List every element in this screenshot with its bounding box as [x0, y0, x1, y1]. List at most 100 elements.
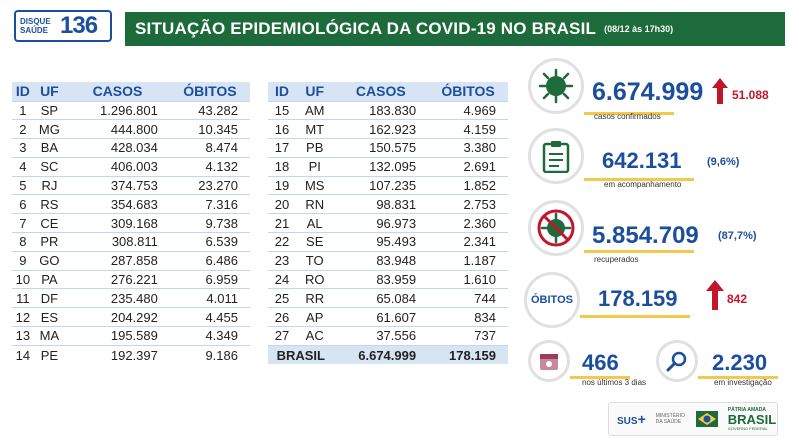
- table-cell: 1: [12, 100, 34, 120]
- table-cell: 95.493: [333, 232, 429, 252]
- brazil-flag-icon: [695, 411, 718, 427]
- up-arrow-icon: [706, 280, 724, 310]
- table-cell: 5: [12, 175, 34, 195]
- table-row: 19 MS 107.235 1.852: [268, 175, 508, 195]
- table-cell: 9: [12, 250, 34, 271]
- table-cell: 9.738: [169, 213, 250, 233]
- last3-value: 466: [582, 350, 619, 375]
- table-row: 9 GO 287.858 6.486: [12, 250, 250, 271]
- table-cell: RN: [295, 194, 334, 214]
- table-cell: 23: [268, 250, 296, 271]
- title-bar: SITUAÇÃO EPIDEMIOLÓGICA DA COVID-19 NO B…: [125, 12, 785, 46]
- table-cell: 195.589: [65, 326, 170, 346]
- table-cell: 428.034: [65, 138, 170, 158]
- table-cell: 162.923: [333, 119, 429, 139]
- table-cell: 4: [12, 156, 34, 177]
- confirmed-icon-circle: [528, 58, 584, 114]
- table-cell: PB: [295, 138, 334, 158]
- table-row: 24 RO 83.959 1.610: [268, 269, 508, 289]
- table-cell: 23.270: [169, 175, 250, 195]
- table-cell: 406.003: [65, 156, 170, 177]
- table-cell: MG: [33, 119, 66, 139]
- table-row: 26 AP 61.607 834: [268, 307, 508, 327]
- deaths-badge: ÓBITOS: [531, 294, 573, 306]
- table-cell: RJ: [33, 175, 66, 195]
- table-cell: PA: [33, 269, 66, 289]
- table-cell: 7.316: [169, 194, 250, 214]
- table-cell: 4.969: [428, 100, 508, 120]
- table-cell: 43.282: [169, 100, 250, 120]
- gov-text: GOVERNO FEDERAL: [727, 426, 768, 431]
- table-cell: RS: [33, 194, 66, 214]
- total-cases: 6.674.999: [333, 344, 429, 365]
- underline-investigation: [698, 376, 778, 379]
- table-cell: 204.292: [65, 307, 170, 327]
- table-row: 13 MA 195.589 4.349: [12, 326, 250, 346]
- table-cell: 287.858: [65, 250, 170, 271]
- update-date: (08/12 às 17h30): [604, 24, 674, 34]
- column-header: UF: [33, 82, 66, 101]
- table-cell: 7: [12, 213, 34, 233]
- table-row: 27 AC 37.556 737: [268, 326, 508, 346]
- table-cell: PE: [33, 344, 66, 365]
- table-cell: 13: [12, 326, 34, 346]
- table-row: 23 TO 83.948 1.187: [268, 250, 508, 271]
- investigation-label: em investigação: [714, 378, 772, 387]
- table-cell: 235.480: [65, 288, 170, 308]
- table-cell: MA: [33, 326, 66, 346]
- confirmed-delta: 51.088: [732, 88, 769, 102]
- table-cell: 276.221: [65, 269, 170, 289]
- last3-label: nos últimos 3 dias: [582, 378, 647, 387]
- underline-recovered: [584, 250, 694, 253]
- table-cell: 309.168: [65, 213, 170, 233]
- table-cell: MS: [295, 175, 334, 195]
- disque-saude-logo: DISQUE SAÚDE 136: [14, 10, 112, 42]
- monitoring-label: em acompanhamento: [604, 180, 682, 189]
- table-cell: SP: [33, 100, 66, 120]
- confirmed-value: 6.674.999: [592, 78, 704, 106]
- table-cell: 14: [12, 344, 34, 365]
- table-row: 25 RR 65.084 744: [268, 288, 508, 308]
- table-row: 11 DF 235.480 4.011: [12, 288, 250, 308]
- table-cell: 4.349: [169, 326, 250, 346]
- virus-icon: [538, 68, 574, 104]
- virus-crossed-icon: [537, 209, 575, 247]
- total-label: BRASIL: [268, 344, 334, 365]
- slogan: PÁTRIA AMADA: [727, 407, 766, 413]
- table-cell: 24: [268, 269, 296, 289]
- table-cell: 16: [268, 119, 296, 139]
- table-cell: 3: [12, 138, 34, 158]
- footer-logos: SUS+ MINISTÉRIO DA SAÚDE PÁTRIA AMADA BR…: [608, 402, 778, 436]
- table-cell: GO: [33, 250, 66, 271]
- states-table-right: ID UF CASOS ÓBITOS 15 AM 183.830 4.969 16 MT 162.…: [268, 82, 508, 365]
- states-table-left: ID UF CASOS ÓBITOS 1 SP 1.296.801 43.282 2 MG 444…: [12, 82, 250, 365]
- table-cell: RO: [295, 269, 334, 289]
- table-cell: 737: [428, 326, 508, 346]
- table-cell: 308.811: [65, 232, 170, 252]
- table-row: 2 MG 444.800 10.345: [12, 119, 250, 139]
- column-header: CASOS: [65, 82, 170, 101]
- underline-deaths: [580, 315, 690, 318]
- table-cell: 2.341: [428, 232, 508, 252]
- table-cell: SE: [295, 232, 334, 252]
- deaths-value: 178.159: [598, 286, 678, 311]
- table-cell: 444.800: [65, 119, 170, 139]
- column-header: ÓBITOS: [428, 82, 508, 101]
- recovered-icon-circle: [528, 200, 584, 256]
- table-cell: 10.345: [169, 119, 250, 139]
- table-cell: RR: [295, 288, 334, 308]
- table-row: 4 SC 406.003 4.132: [12, 156, 250, 177]
- ministry-logo: MINISTÉRIO DA SAÚDE: [655, 413, 685, 425]
- total-row: BRASIL 6.674.999 178.159: [268, 344, 508, 365]
- table-cell: 6.959: [169, 269, 250, 289]
- clipboard-icon: [542, 141, 570, 173]
- recovered-pct: (87,7%): [718, 230, 757, 242]
- table-cell: CE: [33, 213, 66, 233]
- underline-monitoring: [584, 178, 694, 181]
- table-cell: 6.486: [169, 250, 250, 271]
- table-cell: 9.186: [169, 344, 250, 365]
- table-row: 18 PI 132.095 2.691: [268, 156, 508, 177]
- table-cell: 2: [12, 119, 34, 139]
- table-cell: 1.187: [428, 250, 508, 271]
- table-cell: 4.455: [169, 307, 250, 327]
